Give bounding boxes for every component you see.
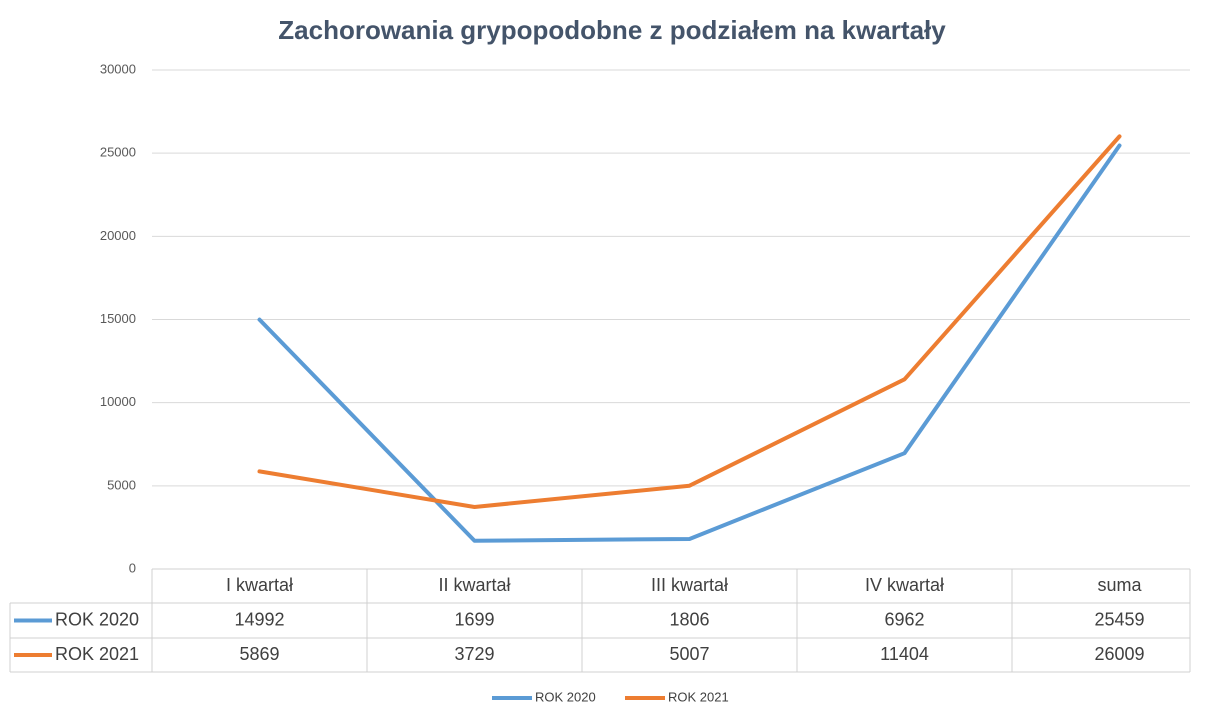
y-tick-label: 5000 bbox=[107, 477, 136, 492]
y-tick-label: 25000 bbox=[100, 145, 136, 160]
table-cell: 1699 bbox=[454, 609, 494, 629]
x-tick-label: suma bbox=[1097, 575, 1142, 595]
table-cell: 14992 bbox=[234, 609, 284, 629]
y-tick-label: 30000 bbox=[100, 61, 136, 76]
legend-label: ROK 2021 bbox=[668, 689, 729, 704]
y-tick-label: 0 bbox=[129, 560, 136, 575]
line-series bbox=[257, 143, 1122, 543]
table-row-label: ROK 2020 bbox=[55, 609, 139, 629]
x-tick-label: II kwartał bbox=[438, 575, 510, 595]
table-row-label: ROK 2021 bbox=[55, 644, 139, 664]
x-tick-label: IV kwartał bbox=[865, 575, 944, 595]
table-cell: 11404 bbox=[880, 644, 929, 664]
y-tick-label: 15000 bbox=[100, 311, 136, 326]
table-cell: 3729 bbox=[454, 644, 494, 664]
line-series bbox=[257, 134, 1122, 509]
y-tick-label: 20000 bbox=[100, 228, 136, 243]
chart-title: Zachorowania grypopodobne z podziałem na… bbox=[278, 15, 946, 45]
x-tick-label: I kwartał bbox=[226, 575, 293, 595]
table-cell: 5007 bbox=[669, 644, 709, 664]
legend-label: ROK 2020 bbox=[535, 689, 596, 704]
x-tick-label: III kwartał bbox=[651, 575, 728, 595]
table-cell: 1806 bbox=[669, 609, 709, 629]
table-cell: 5869 bbox=[239, 644, 279, 664]
table-cell: 26009 bbox=[1094, 644, 1144, 664]
table-cell: 6962 bbox=[884, 609, 924, 629]
table-cell: 25459 bbox=[1094, 609, 1144, 629]
y-tick-label: 10000 bbox=[100, 394, 136, 409]
